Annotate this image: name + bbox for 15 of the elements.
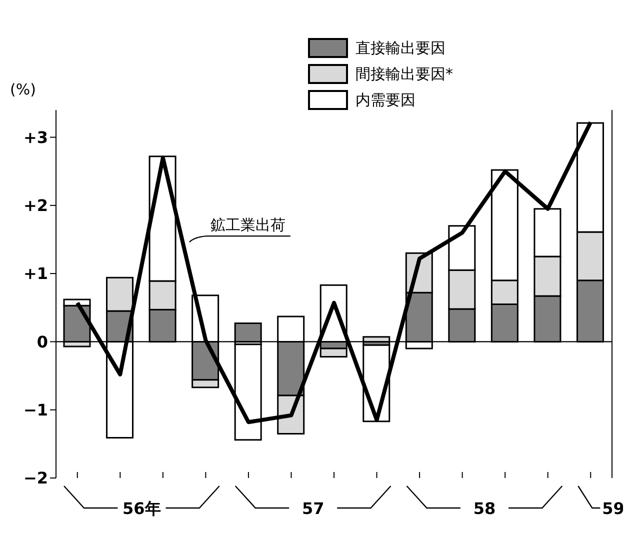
text: 57	[302, 499, 324, 518]
y-tick-label: −1	[23, 400, 48, 420]
text: 56年	[122, 499, 161, 518]
y-tick-label: 0	[36, 332, 48, 352]
legend-label: 直接輸出要因	[356, 38, 446, 58]
series-label: 鉱工業出荷	[210, 216, 286, 234]
legend-label: 間接輸出要因*	[356, 64, 453, 84]
y-tick-label: −2	[23, 468, 48, 488]
text: 58	[473, 499, 496, 518]
y-tick-label: +3	[23, 128, 48, 147]
y-tick-label: +2	[23, 196, 48, 216]
y-tick-label: +1	[23, 264, 48, 284]
text: 59	[602, 499, 624, 518]
y-axis-title: (%)	[10, 80, 36, 99]
legend-label: 内需要因	[356, 90, 416, 110]
